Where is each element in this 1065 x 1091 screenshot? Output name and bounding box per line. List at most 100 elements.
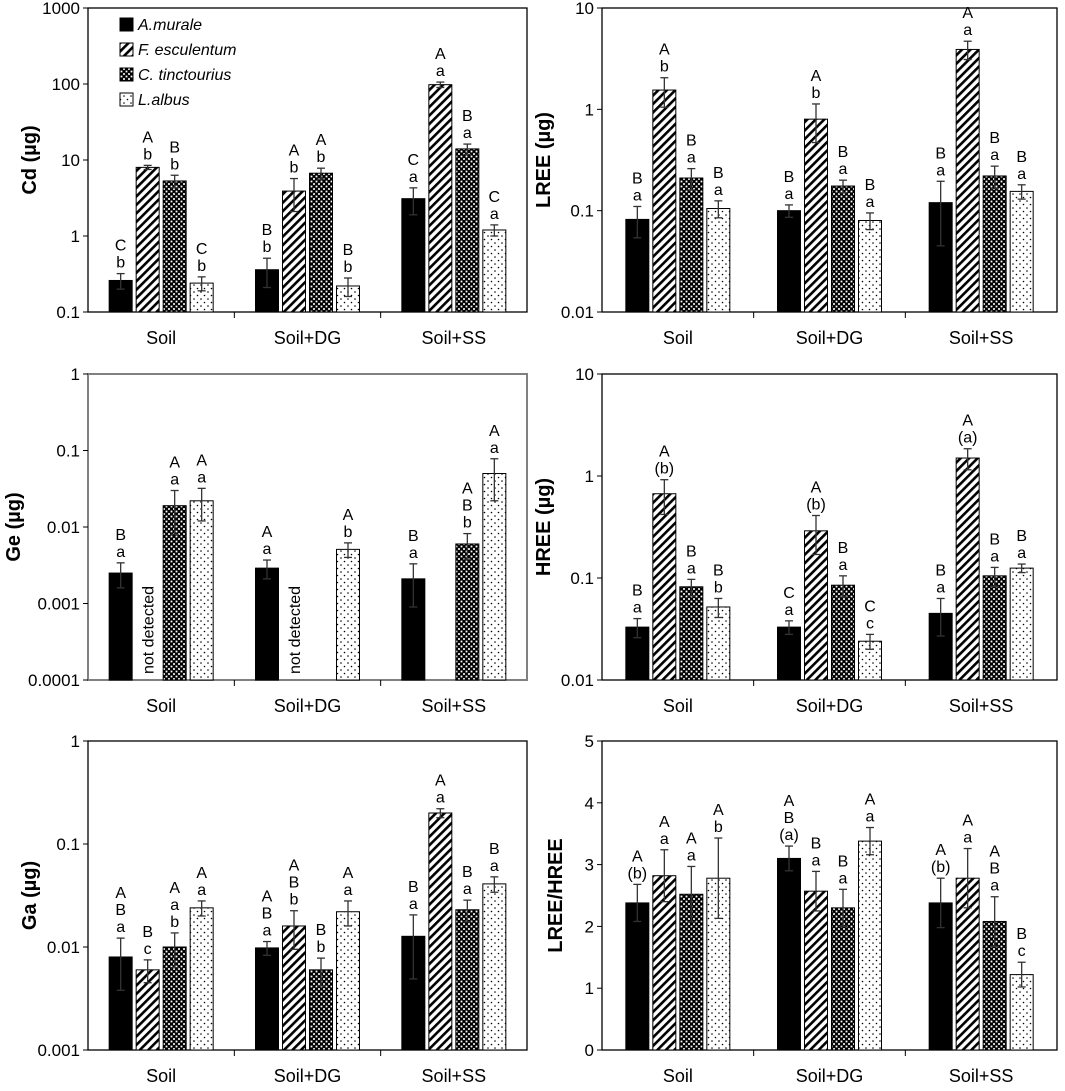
x-category-label: Soil+DG bbox=[796, 696, 864, 716]
significance-letter: a bbox=[866, 194, 875, 211]
y-tick-label: 4 bbox=[585, 794, 594, 813]
significance-letter: A bbox=[989, 844, 1000, 861]
y-tick-label: 1 bbox=[71, 227, 80, 246]
significance-letter: a bbox=[490, 858, 499, 875]
y-axis-label: Ga (µg) bbox=[19, 861, 41, 930]
x-category-label: Soil+DG bbox=[274, 328, 342, 348]
error-bar bbox=[409, 187, 418, 216]
y-tick-label: 0 bbox=[585, 1041, 594, 1060]
significance-letter: a bbox=[936, 579, 945, 596]
error-bar bbox=[866, 212, 874, 231]
significance-letter: A bbox=[784, 793, 795, 810]
significance-letter: b bbox=[317, 149, 326, 166]
legend-label-a-murale: A.murale bbox=[137, 17, 202, 34]
significance-letter: b bbox=[290, 892, 299, 909]
significance-letter: c bbox=[866, 615, 874, 632]
y-tick-label: 1 bbox=[585, 100, 594, 119]
x-category-label: Soil bbox=[663, 328, 693, 348]
significance-letter: b bbox=[143, 146, 152, 163]
significance-letter: A bbox=[811, 68, 822, 85]
y-tick-label: 0.0001 bbox=[28, 671, 80, 690]
y-tick-label: 1 bbox=[585, 979, 594, 998]
significance-letter: B bbox=[462, 498, 473, 515]
significance-letter: B bbox=[632, 583, 643, 600]
significance-letter: B bbox=[408, 879, 419, 896]
significance-letter: B bbox=[1016, 149, 1027, 166]
y-axis-label: LREE (µg) bbox=[533, 112, 555, 208]
error-bar bbox=[785, 204, 793, 218]
bar-l-albus-soil-dg bbox=[336, 911, 360, 1051]
significance-letter: a bbox=[866, 809, 875, 826]
error-bar bbox=[170, 932, 179, 969]
significance-letter: A bbox=[962, 5, 973, 22]
error-bar bbox=[143, 959, 152, 984]
significance-letter: B bbox=[142, 924, 153, 941]
bar-a-murale-soil-dg bbox=[777, 210, 801, 313]
bar-c-tinctourius-soil-dg bbox=[831, 185, 855, 313]
error-bar bbox=[714, 200, 723, 219]
bar-a-murale-soil-dg bbox=[777, 626, 801, 681]
y-tick-label: 0.01 bbox=[47, 518, 80, 537]
x-category-label: Soil+SS bbox=[949, 696, 1014, 716]
plot-frame bbox=[601, 740, 1058, 1051]
bar-l-albus-soil bbox=[706, 208, 731, 313]
significance-letter: B bbox=[935, 145, 946, 162]
error-bar bbox=[317, 167, 325, 180]
error-bar bbox=[344, 900, 352, 927]
x-category-label: Soil+SS bbox=[949, 1066, 1014, 1086]
error-bar bbox=[633, 205, 642, 239]
significance-letter: A bbox=[962, 413, 973, 430]
significance-letter: a bbox=[936, 162, 945, 179]
significance-letter: A bbox=[659, 444, 670, 461]
error-bar bbox=[1017, 563, 1026, 574]
x-category-label: Soil+SS bbox=[422, 328, 487, 348]
significance-letter: a bbox=[463, 881, 472, 898]
significance-letter: A bbox=[811, 479, 822, 496]
error-bar bbox=[197, 900, 206, 917]
significance-letter: B bbox=[713, 562, 724, 579]
significance-letter: A bbox=[262, 889, 273, 906]
error-bar bbox=[660, 849, 669, 903]
significance-letter: B bbox=[784, 169, 795, 186]
significance-letter: C bbox=[408, 152, 420, 169]
plot-frame bbox=[601, 373, 1058, 681]
y-tick-label: 10 bbox=[575, 0, 594, 18]
y-tick-label: 0.001 bbox=[37, 1041, 80, 1060]
significance-letter: A bbox=[713, 802, 724, 819]
y-tick-label: 0.01 bbox=[561, 303, 594, 322]
significance-letter: B bbox=[989, 531, 1000, 548]
significance-letter: B bbox=[838, 540, 849, 557]
y-tick-label: 1 bbox=[585, 467, 594, 486]
significance-letter: b bbox=[197, 258, 206, 275]
significance-letter: a bbox=[1017, 545, 1026, 562]
error-bar bbox=[263, 257, 271, 289]
significance-letter: b bbox=[263, 239, 272, 256]
significance-letter: A bbox=[659, 42, 670, 59]
y-tick-label: 3 bbox=[585, 856, 594, 875]
significance-letter: A bbox=[489, 423, 500, 440]
error-bar bbox=[116, 937, 125, 991]
error-bar bbox=[463, 899, 472, 923]
x-category-label: Soil+SS bbox=[949, 328, 1014, 348]
significance-letter: a bbox=[839, 161, 848, 178]
bar-c-tinctourius-soil-ss bbox=[455, 148, 480, 313]
bar-f-esculentum-soil-ss bbox=[955, 48, 980, 313]
bar-l-albus-soil-ss bbox=[482, 473, 507, 681]
significance-letter: a bbox=[990, 878, 999, 895]
significance-letter: a bbox=[116, 919, 125, 936]
significance-letter: A bbox=[169, 455, 180, 472]
significance-letter: A bbox=[196, 452, 207, 469]
bar-a-murale-soil-ss bbox=[401, 198, 426, 313]
significance-letter: B bbox=[115, 527, 126, 544]
error-bar bbox=[687, 865, 696, 923]
significance-letter: B bbox=[935, 562, 946, 579]
error-bar bbox=[963, 448, 972, 471]
legend-swatch-a-murale bbox=[119, 17, 134, 32]
bar-c-tinctourius-soil-ss bbox=[982, 175, 1007, 313]
bar-l-albus-soil-ss bbox=[1009, 190, 1034, 313]
significance-letter: a bbox=[463, 125, 472, 142]
significance-letter: B bbox=[632, 170, 643, 187]
